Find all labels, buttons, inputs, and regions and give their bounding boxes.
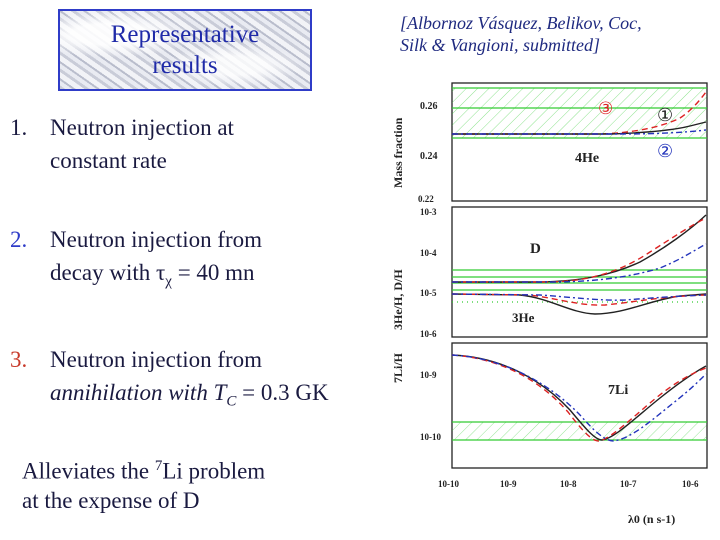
item-line-2-suffix: = 0.3 GK <box>236 380 329 405</box>
dhe3-ylabel: 3He/H, D/H <box>391 269 405 330</box>
li7-hatched-region <box>452 422 707 440</box>
citation-line-2: Silk & Vangioni, submitted] <box>400 35 600 55</box>
item-line-2-prefix: annihilation with T <box>50 380 227 405</box>
marker-3: ③ <box>598 99 613 118</box>
title-box: Representative results <box>58 9 312 91</box>
slide-title: Representative results <box>110 21 260 79</box>
conclusion-sup: 7 <box>154 458 163 474</box>
he4-curve-blue <box>452 129 707 135</box>
item-number: 1. <box>10 115 28 140</box>
li7-curve-blue <box>451 354 707 442</box>
xtick-3: 10-8 <box>560 479 577 489</box>
he3-curve-black <box>451 293 707 315</box>
he3-curve-red <box>451 293 707 306</box>
item-line-2-sub: χ <box>165 273 172 290</box>
d-label: D <box>530 241 541 257</box>
panel-frame-li7 <box>451 342 708 469</box>
xtick-2: 10-9 <box>500 479 517 489</box>
he4-ytick-2: 0.24 <box>420 151 438 162</box>
panel-frame-he4 <box>451 82 708 202</box>
item-line-2: decay with τχ = 40 mn <box>50 258 255 297</box>
li7-ytick-1: 10-9 <box>420 370 437 380</box>
he3-curve-blue <box>451 293 707 301</box>
xtick-5: 10-6 <box>682 479 699 489</box>
d-curve-blue <box>452 243 707 283</box>
item-line-2-sub: C <box>226 393 237 410</box>
panel-frame-d-he3 <box>451 206 708 338</box>
item-line-1: Neutron injection at <box>50 115 234 140</box>
item-number: 2. <box>10 227 28 252</box>
he4-ytick-1: 0.26 <box>420 101 438 112</box>
marker-1: ① <box>657 105 673 125</box>
citation-line-1: [Albornoz Vásquez, Belikov, Coc, <box>400 13 642 33</box>
conclusion: Alleviates the 7Li problem at the expens… <box>22 452 265 515</box>
item-line-2: annihilation with TC = 0.3 GK <box>50 378 329 417</box>
dhe3-ytick-3: 10-5 <box>420 288 437 298</box>
item-line-2: constant rate <box>50 148 167 173</box>
item-line-2-suffix: = 40 mn <box>171 260 255 285</box>
dhe3-ytick-1: 10-3 <box>420 207 437 217</box>
he4-label: 4He <box>575 151 599 166</box>
item-line-1: Neutron injection from <box>50 227 263 252</box>
conclusion-prefix: Alleviates the <box>22 458 155 484</box>
xtick-1: 10-10 <box>438 479 459 489</box>
dhe3-ytick-2: 10-4 <box>420 248 437 258</box>
he3-label: 3He <box>512 310 535 325</box>
li7-label: 7Li <box>608 383 628 398</box>
li7-curve-red <box>451 354 707 442</box>
li7-ylabel: 7Li/H <box>391 352 405 383</box>
xtick-4: 10-7 <box>620 479 637 489</box>
xlabel: λ0 (n s-1) <box>628 512 675 526</box>
conclusion-suffix: Li problem <box>162 458 266 484</box>
item-number: 3. <box>10 347 28 372</box>
citation: [Albornoz Vásquez, Belikov, Coc, Silk & … <box>400 12 710 56</box>
marker-2: ② <box>657 141 673 161</box>
d-curve-red <box>452 217 707 283</box>
item-line-2-prefix: decay with τ <box>50 260 166 285</box>
conclusion-line-2: at the expense of D <box>22 487 200 513</box>
dhe3-ytick-4: 10-6 <box>420 329 437 339</box>
conclusion-line-1: Alleviates the 7Li problem <box>22 452 265 486</box>
he4-ylabel: Mass fraction <box>391 117 405 188</box>
item-line-1: Neutron injection from <box>50 347 263 372</box>
d-curve-black <box>452 214 707 283</box>
li7-ytick-2: 10-10 <box>420 432 441 442</box>
he4-ytick-3: 0.22 <box>418 194 434 204</box>
he4-curve-red <box>452 91 707 135</box>
